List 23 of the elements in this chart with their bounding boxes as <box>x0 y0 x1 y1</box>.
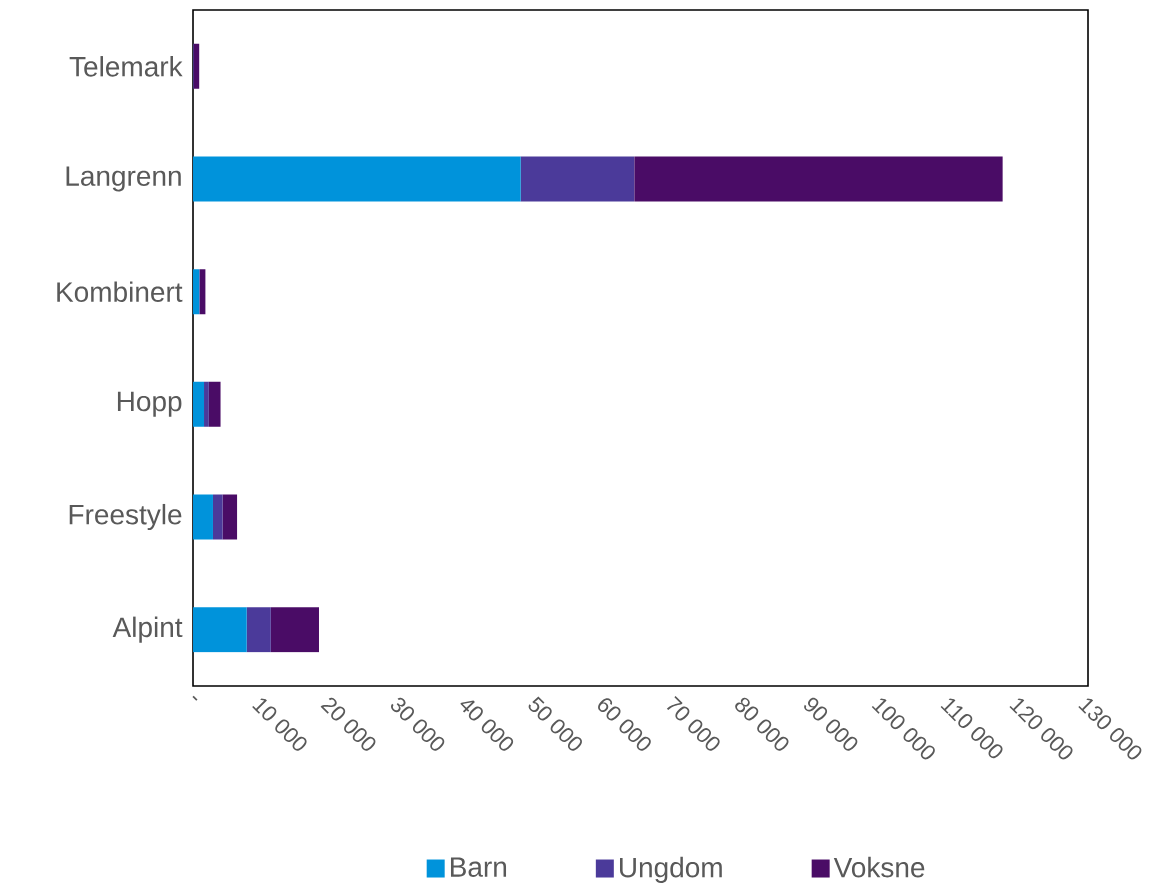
x-tick-label: 90 000 <box>804 697 858 751</box>
x-tick-label: 130 000 <box>1078 698 1142 760</box>
y-tick-label: Hopp <box>117 391 182 417</box>
x-tick-label: 10 000 <box>252 698 307 751</box>
x-tick-label: - <box>192 695 198 701</box>
x-tick-label: 30 000 <box>390 697 445 751</box>
x-tick-label: 100 000 <box>871 698 935 760</box>
y-tick-label: Langrenn <box>66 166 181 192</box>
x-tick-label: 40 000 <box>460 700 514 751</box>
x-tick-label: 80 000 <box>735 697 789 751</box>
y-tick-label: Telemark <box>69 56 183 77</box>
legend-label: Voksne <box>833 856 925 878</box>
legend-label: Barn <box>450 857 507 877</box>
x-tick-label: 20 000 <box>320 697 376 751</box>
x-tick-label: 120 000 <box>1009 698 1073 760</box>
y-tick-label: Freestyle <box>69 503 182 531</box>
x-tick-label: 50 000 <box>528 696 582 751</box>
x-tick-label: 110 000 <box>940 698 1003 759</box>
x-tick-label: 60 000 <box>598 698 651 751</box>
x-tick-label: 70 000 <box>666 696 720 751</box>
y-tick-label: Alpint <box>112 616 183 643</box>
legend-label: Ungdom <box>619 856 722 883</box>
y-tick-label: Kombinert <box>57 281 183 302</box>
